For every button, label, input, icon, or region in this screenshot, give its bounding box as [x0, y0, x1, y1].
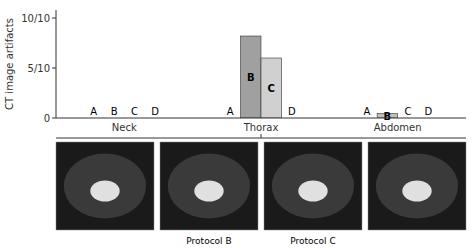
- annotation: Protocol C: [290, 236, 335, 246]
- image-detail: [194, 180, 223, 201]
- x-axis-line: [56, 118, 466, 119]
- y-tick: [52, 18, 56, 19]
- bar-labels: A A A B B B C C C D D D: [90, 72, 432, 122]
- bar-series-label: C: [268, 83, 275, 94]
- bars: [241, 36, 398, 118]
- bar-series-label: A: [363, 106, 370, 117]
- bar-series-label: B: [384, 111, 392, 122]
- bar-series-label: C: [404, 106, 411, 117]
- x-tick-label: Abdomen: [374, 122, 422, 133]
- image-detail: [168, 153, 250, 218]
- bar: [261, 58, 282, 118]
- y-tick: [52, 68, 56, 69]
- y-tick-label: 10/10: [21, 13, 50, 24]
- bar-series-label: D: [425, 106, 433, 117]
- bar-series-label: B: [111, 106, 118, 117]
- bar-series-label: C: [131, 106, 138, 117]
- y-axis-line: [56, 10, 57, 118]
- image-detail: [402, 180, 431, 201]
- image-placeholder: [368, 142, 466, 230]
- x-tick-label: Thorax: [243, 122, 279, 133]
- image-detail: [298, 180, 327, 201]
- y-tick-label: 0: [44, 113, 50, 124]
- y-axis-label: CT image artifacts: [4, 18, 15, 110]
- y-tick: [52, 118, 56, 119]
- image-placeholder: [264, 142, 362, 230]
- annotation: Protocol B: [186, 236, 231, 246]
- bar: [241, 36, 262, 118]
- image-placeholder: [56, 142, 154, 230]
- image-detail: [272, 153, 354, 218]
- bar-series-label: D: [151, 106, 159, 117]
- y-tick-label: 5/10: [28, 63, 50, 74]
- chart: A A A B B B C C C D D D 0 5/10 10/10 Neck Thorax Abdomen C…: [0, 0, 474, 248]
- image-detail: [90, 180, 119, 201]
- bar-series-label: A: [90, 106, 97, 117]
- bar-series-label: B: [247, 72, 255, 83]
- image-detail: [64, 153, 146, 218]
- x-tick-label: Neck: [112, 122, 137, 133]
- image-detail: [376, 153, 458, 218]
- bar-series-label: A: [227, 106, 234, 117]
- separator-tick: [261, 134, 262, 138]
- image-placeholder: [160, 142, 258, 230]
- bar-series-label: D: [288, 106, 296, 117]
